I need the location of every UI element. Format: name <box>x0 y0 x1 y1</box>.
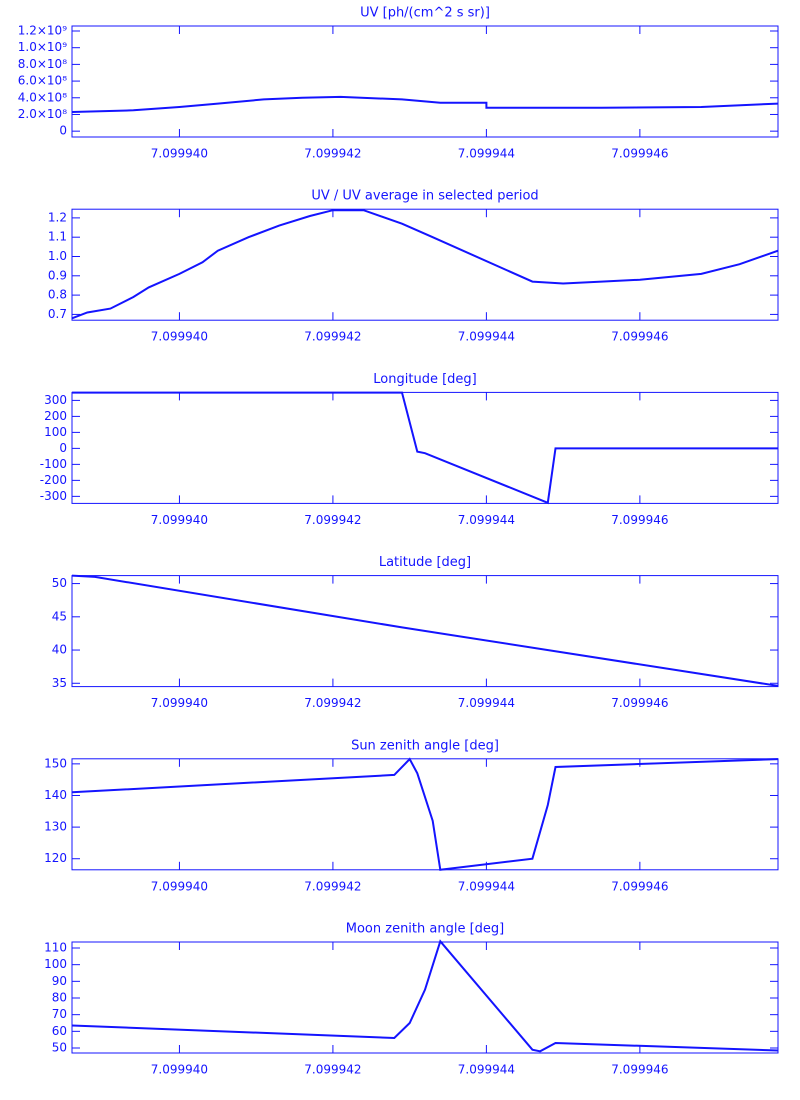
y-tick-label: 6.0×10⁸ <box>18 74 67 88</box>
x-tick-label: 7.099942 <box>304 1063 361 1077</box>
x-tick-label: 7.099940 <box>151 696 208 710</box>
y-tick-label: 50 <box>52 1041 67 1055</box>
y-tick-label: 200 <box>44 409 67 423</box>
y-tick-label: 45 <box>52 609 67 623</box>
chart-title: Sun zenith angle [deg] <box>351 738 499 753</box>
y-tick-label: 1.0×10⁹ <box>18 40 67 54</box>
x-tick-label: 7.099942 <box>304 330 361 344</box>
x-tick-label: 7.099942 <box>304 513 361 527</box>
y-tick-label: 80 <box>52 991 67 1005</box>
y-tick-label: 1.2 <box>48 210 67 224</box>
x-tick-label: 7.099940 <box>151 513 208 527</box>
x-tick-label: 7.099944 <box>458 330 515 344</box>
plot-frame <box>71 208 779 321</box>
data-line <box>71 209 779 320</box>
data-line <box>71 574 779 687</box>
chart-title: Longitude [deg] <box>373 372 476 387</box>
y-tick-label: 0.9 <box>48 268 67 282</box>
y-tick-label: 300 <box>44 393 67 407</box>
y-tick-label: 70 <box>52 1007 67 1021</box>
x-tick-label: 7.099942 <box>304 696 361 710</box>
x-tick-label: 7.099946 <box>611 879 668 893</box>
y-tick-label: 2.0×10⁸ <box>18 107 67 121</box>
y-tick-label: -200 <box>40 473 67 487</box>
x-tick-label: 7.099944 <box>458 513 515 527</box>
chart-title: UV / UV average in selected period <box>311 189 538 204</box>
x-tick-label: 7.099946 <box>611 147 668 161</box>
x-tick-label: 7.099946 <box>611 696 668 710</box>
plot-frame <box>71 758 779 871</box>
y-tick-label: 140 <box>44 788 67 802</box>
x-tick-label: 7.099940 <box>151 879 208 893</box>
y-tick-label: -300 <box>40 489 67 503</box>
data-line <box>71 757 779 871</box>
y-tick-label: 1.2×10⁹ <box>18 24 67 38</box>
y-tick-label: 1.1 <box>48 230 67 244</box>
y-tick-label: 40 <box>52 643 67 657</box>
chart-title: Moon zenith angle [deg] <box>346 922 504 937</box>
y-tick-label: 150 <box>44 756 67 770</box>
x-tick-label: 7.099940 <box>151 1063 208 1077</box>
y-tick-label: 1.0 <box>48 249 67 263</box>
y-tick-label: 35 <box>52 676 67 690</box>
y-tick-label: 60 <box>52 1024 67 1038</box>
y-tick-label: 0.7 <box>48 307 67 321</box>
data-line <box>71 95 779 113</box>
x-tick-label: 7.099944 <box>458 147 515 161</box>
y-tick-label: 100 <box>44 425 67 439</box>
y-tick-label: 0.8 <box>48 288 67 302</box>
y-tick-label: 110 <box>44 941 67 955</box>
y-tick-label: 0 <box>59 124 67 138</box>
x-tick-label: 7.099944 <box>458 879 515 893</box>
y-tick-label: 8.0×10⁸ <box>18 57 67 71</box>
chart-title: Latitude [deg] <box>379 555 471 570</box>
x-tick-label: 7.099946 <box>611 513 668 527</box>
y-tick-label: 4.0×10⁸ <box>18 90 67 104</box>
x-tick-label: 7.099946 <box>611 1063 668 1077</box>
y-tick-label: 100 <box>44 957 67 971</box>
x-tick-label: 7.099944 <box>458 696 515 710</box>
y-tick-label: 130 <box>44 820 67 834</box>
x-tick-label: 7.099942 <box>304 879 361 893</box>
chart-title: UV [ph/(cm^2 s sr)] <box>360 6 490 21</box>
data-line <box>72 391 778 505</box>
y-tick-label: 120 <box>44 851 67 865</box>
y-tick-label: 50 <box>52 576 67 590</box>
plot-frame <box>71 941 779 1054</box>
x-tick-label: 7.099940 <box>151 330 208 344</box>
y-tick-label: 90 <box>52 974 67 988</box>
x-tick-label: 7.099946 <box>611 330 668 344</box>
x-tick-label: 7.099940 <box>151 147 208 161</box>
x-tick-label: 7.099944 <box>458 1063 515 1077</box>
plot-frame <box>71 575 779 688</box>
y-tick-label: 0 <box>59 441 67 455</box>
y-tick-label: -100 <box>40 457 67 471</box>
plot-frame <box>71 25 779 138</box>
x-tick-label: 7.099942 <box>304 147 361 161</box>
data-line <box>71 939 779 1053</box>
